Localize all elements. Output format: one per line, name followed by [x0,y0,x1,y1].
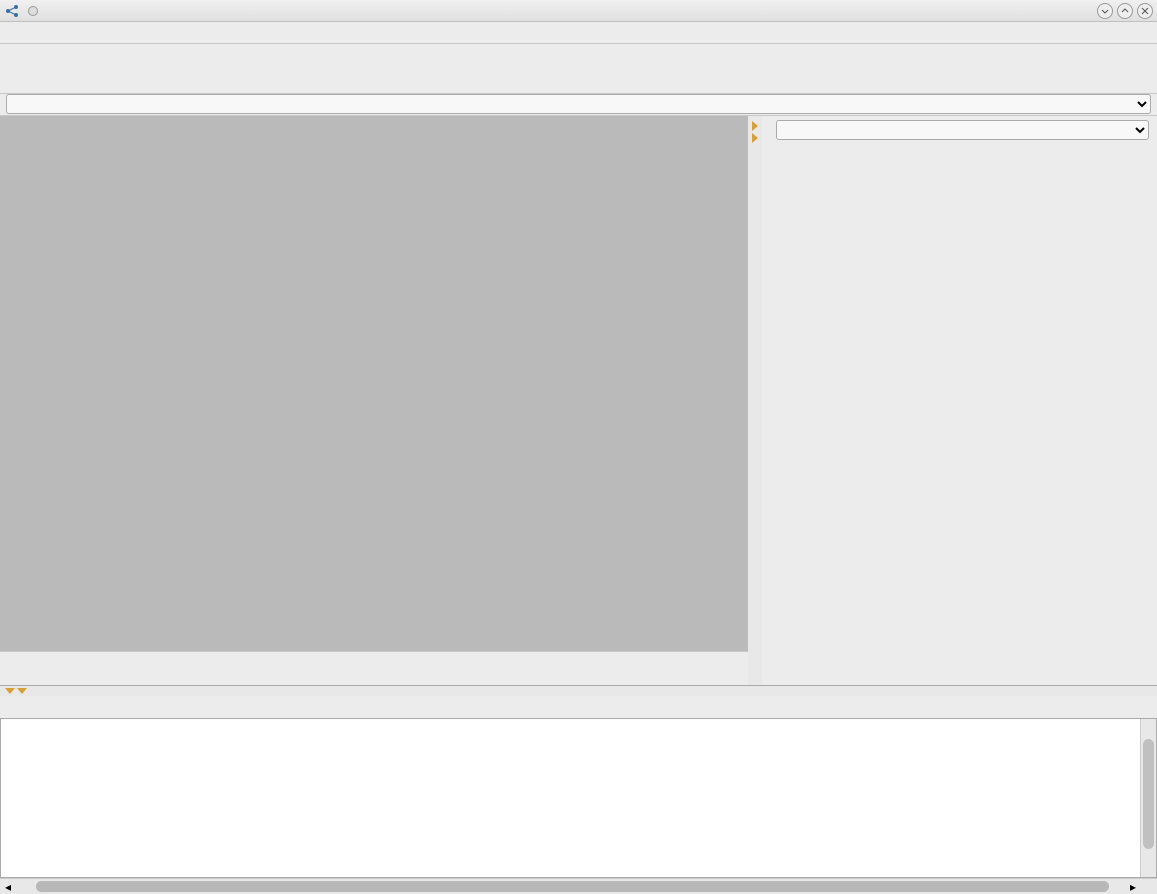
scroll-thumb[interactable] [36,881,1109,892]
scroll-thumb[interactable] [1143,739,1154,849]
network-output-select[interactable] [776,120,1149,140]
maximize-button[interactable] [1117,3,1133,19]
side-panel [762,116,1157,685]
log-body [0,718,1157,878]
menubar [0,22,1157,44]
log-vscrollbar[interactable] [1140,719,1156,877]
plot-area [0,116,748,685]
scroll-right-button[interactable]: ▸ [1125,879,1141,894]
log-hscrollbar[interactable] [36,881,1109,892]
log-panel: ◂ ▸ [0,696,1157,894]
log-tabs [0,696,1157,718]
log-hscroll-row: ◂ ▸ [0,878,1157,894]
scroll-corner [1141,879,1157,894]
minimize-button[interactable] [1097,3,1113,19]
scroll-left-button[interactable]: ◂ [0,879,16,894]
chevron-down-icon [17,688,27,694]
top-pane [0,116,1157,686]
chart-svg [0,116,748,652]
titlebar-dot-icon [28,6,38,16]
plot-canvas [0,116,748,651]
chevron-right-icon [752,133,758,143]
view-selector-bar [0,94,1157,116]
window-controls [1097,3,1153,19]
network-output-row [770,120,1149,140]
plot-toolbar [0,651,748,685]
titlebar [0,0,1157,22]
vertical-splitter[interactable] [748,116,762,685]
main-area: ◂ ▸ [0,116,1157,894]
view-selector[interactable] [6,94,1151,114]
close-button[interactable] [1137,3,1153,19]
horizontal-splitter[interactable] [0,686,1157,696]
chevron-down-icon [5,688,15,694]
toolbar [0,44,1157,94]
app-icon [4,3,20,19]
log-text [1,719,1140,877]
chevron-right-icon [752,121,758,131]
